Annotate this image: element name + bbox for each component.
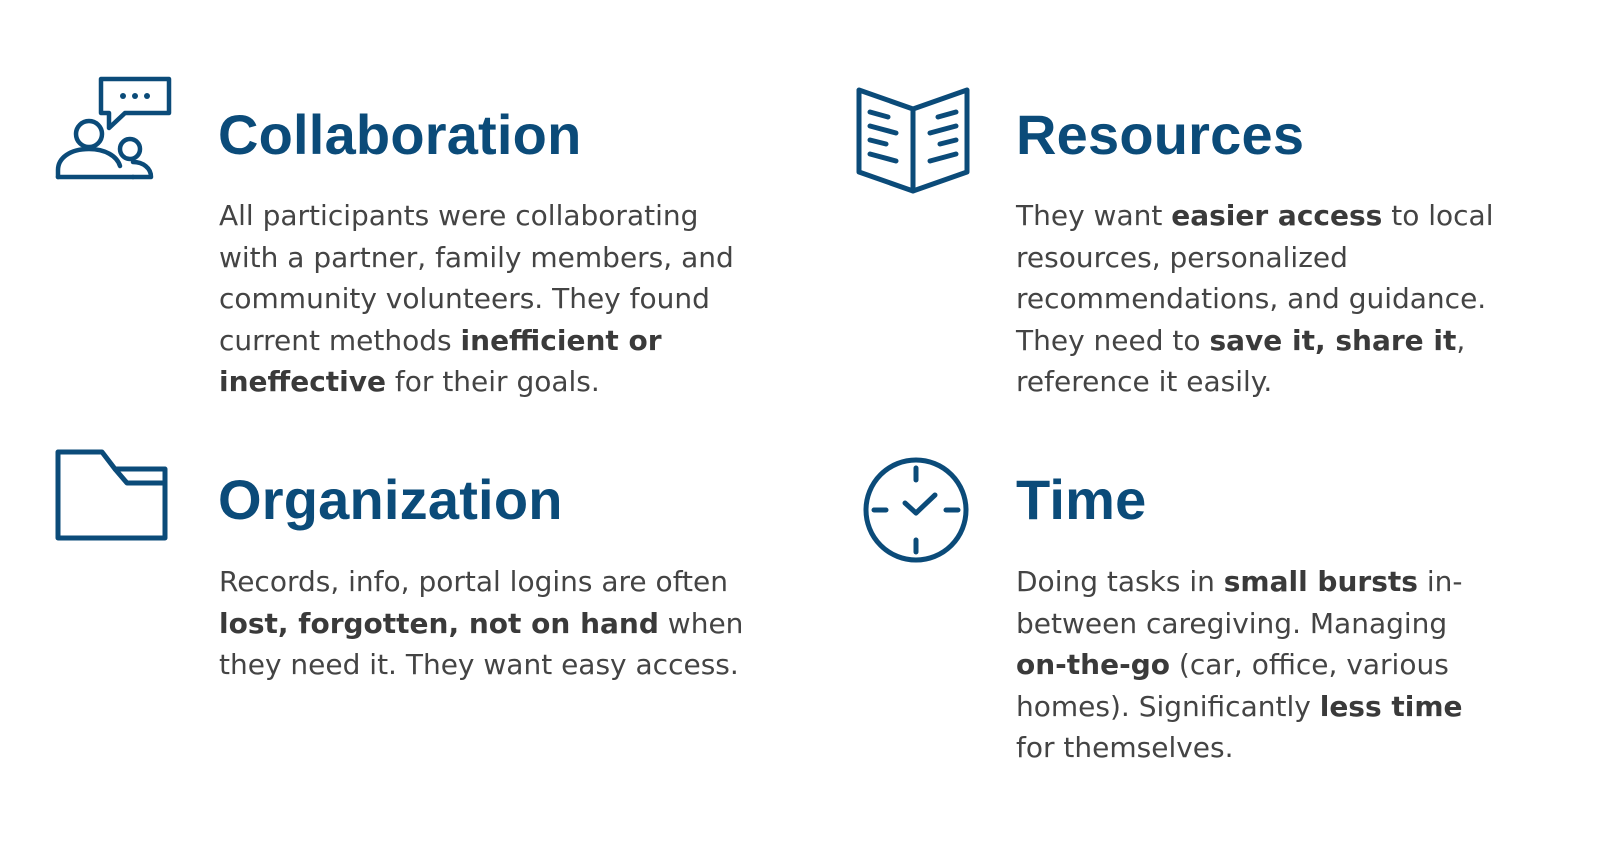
text-line: ineffective for their goals. bbox=[219, 361, 734, 403]
text-line: lost, forgotten, not on hand when bbox=[219, 603, 743, 645]
bold-phrase: easier access bbox=[1171, 199, 1383, 232]
resources-title: Resources bbox=[1016, 103, 1305, 166]
text-line: recommendations, and guidance. bbox=[1016, 278, 1494, 320]
text-line: they need it. They want easy access. bbox=[219, 644, 743, 686]
text-run: current methods bbox=[219, 323, 461, 357]
text-line: on-the-go (car, office, various bbox=[1016, 644, 1463, 686]
organization-title: Organization bbox=[218, 468, 563, 531]
collaboration-text: All participants were collaborating with … bbox=[219, 195, 734, 403]
text-line: They need to save it, share it, bbox=[1016, 320, 1494, 362]
text-run: they need it. They want easy access. bbox=[219, 648, 739, 681]
bold-phrase: lost, forgotten, not on hand bbox=[219, 606, 659, 640]
text-run: They need to bbox=[1016, 323, 1210, 357]
chat-people-icon bbox=[55, 76, 172, 180]
text-line: Doing tasks in small bursts in- bbox=[1016, 561, 1463, 603]
bold-phrase: inefficient or bbox=[460, 323, 662, 357]
text-line: between caregiving. Managing bbox=[1016, 603, 1463, 645]
folder-icon bbox=[55, 449, 168, 541]
text-run: resources, personalized bbox=[1016, 240, 1348, 274]
text-run: Records, info, portal logins are often bbox=[219, 565, 729, 598]
text-line: homes). Significantly less time bbox=[1016, 686, 1463, 728]
text-line: with a partner, family members, and bbox=[219, 237, 734, 279]
text-run: Doing tasks in bbox=[1016, 565, 1224, 598]
text-run: (car, office, various bbox=[1170, 648, 1449, 681]
text-run: when bbox=[658, 606, 744, 640]
text-line: All participants were collaborating bbox=[219, 195, 734, 237]
text-run: community volunteers. They found bbox=[219, 282, 710, 315]
organization-text: Records, info, portal logins are often lo… bbox=[219, 561, 743, 686]
text-line: for themselves. bbox=[1016, 727, 1463, 769]
bold-phrase: on-the-go bbox=[1016, 648, 1170, 681]
text-run: They want bbox=[1016, 199, 1172, 232]
bold-phrase: less time bbox=[1319, 689, 1463, 723]
text-run: between caregiving. Managing bbox=[1016, 606, 1448, 640]
text-run: recommendations, and guidance. bbox=[1016, 282, 1487, 315]
bold-phrase: save it, share it bbox=[1209, 323, 1457, 357]
text-run: , bbox=[1456, 323, 1466, 357]
open-book-icon bbox=[856, 87, 970, 194]
text-line: They want easier access to local bbox=[1016, 195, 1494, 237]
text-line: community volunteers. They found bbox=[219, 278, 734, 320]
text-line: current methods inefficient or bbox=[219, 320, 734, 362]
text-run: in- bbox=[1417, 565, 1463, 598]
clock-icon bbox=[863, 457, 969, 563]
resources-text: They want easier access to local resource… bbox=[1016, 195, 1494, 403]
time-text: Doing tasks in small bursts in-between c… bbox=[1016, 561, 1463, 769]
bold-phrase: small bursts bbox=[1223, 565, 1418, 598]
text-run: All participants were collaborating bbox=[219, 199, 699, 232]
text-run: for themselves. bbox=[1016, 731, 1234, 764]
text-run: with a partner, family members, and bbox=[219, 240, 734, 274]
bold-phrase: ineffective bbox=[219, 365, 387, 398]
text-run: reference it easily. bbox=[1016, 365, 1273, 398]
text-line: Records, info, portal logins are often bbox=[219, 561, 743, 603]
time-title: Time bbox=[1016, 468, 1147, 531]
collaboration-title: Collaboration bbox=[218, 103, 582, 166]
text-run: homes). Significantly bbox=[1016, 689, 1320, 723]
text-run: to local bbox=[1382, 199, 1494, 232]
text-line: resources, personalized bbox=[1016, 237, 1494, 279]
text-line: reference it easily. bbox=[1016, 361, 1494, 403]
text-run: for their goals. bbox=[386, 365, 600, 398]
